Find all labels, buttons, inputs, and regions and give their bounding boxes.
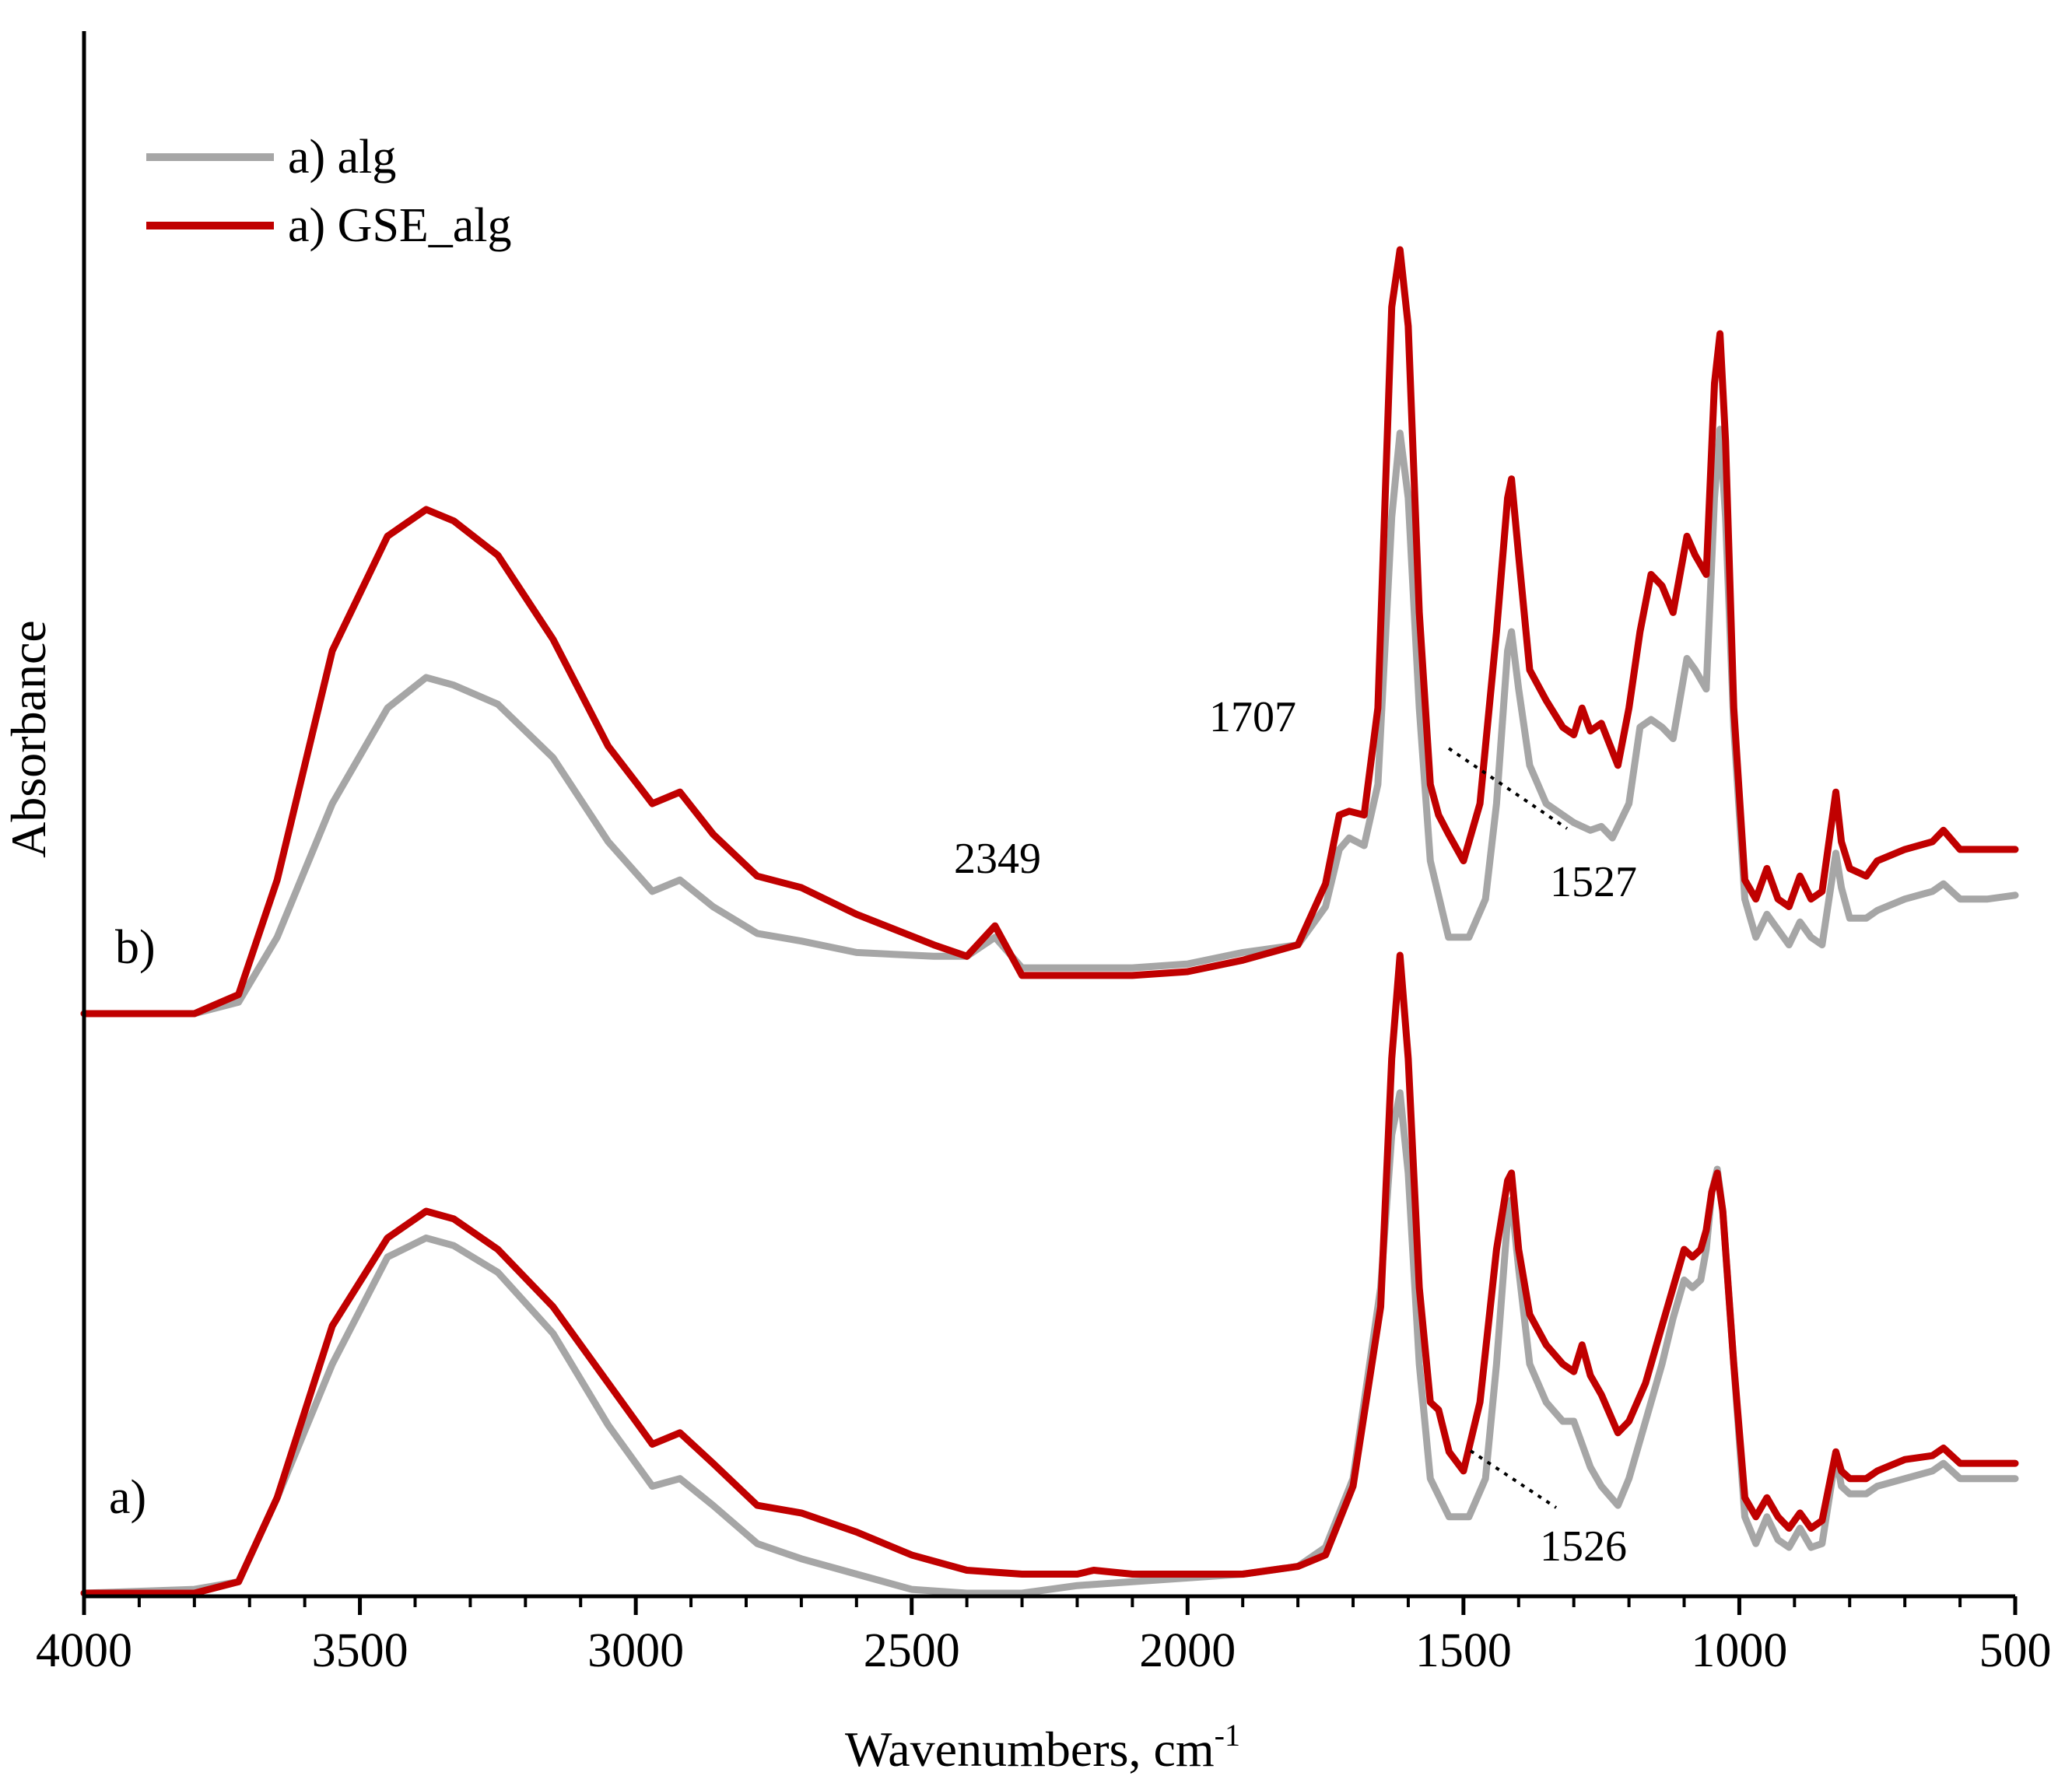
x-tick-label-2000: 2000	[1139, 1624, 1236, 1677]
series-line-alg-panel-b	[80, 426, 2019, 1018]
legend: a) alg a) GSE_alg	[146, 131, 512, 252]
x-tick-label-4000: 4000	[36, 1624, 132, 1677]
annotation-leader-1527	[1447, 747, 1569, 830]
x-tick-label-500: 500	[1979, 1624, 2052, 1677]
series-line-alg-panel-a	[80, 1089, 2019, 1597]
y-axis-title: Absorbance	[1, 620, 56, 858]
panel-label-a: a)	[109, 1471, 146, 1524]
plot-series-layer	[80, 246, 2019, 1597]
annotation-leader-1526	[1469, 1449, 1558, 1509]
panel-label-b: b)	[115, 921, 156, 974]
x-tick-label-1500: 1500	[1415, 1624, 1512, 1677]
x-axis-title-superscript: -1	[1215, 1718, 1240, 1753]
series-line-gse-alg-panel-a	[80, 951, 2019, 1597]
x-axis-title-text: Wavenumbers, cm	[845, 1722, 1215, 1776]
annotation-1707: 1707	[1209, 693, 1296, 741]
annotation-2349: 2349	[954, 835, 1041, 883]
x-axis-title: Wavenumbers, cm-1	[845, 1718, 1240, 1776]
x-ticks: 4000 3500 3000 2500 2000 1500 1000 500	[36, 1596, 2052, 1677]
series-line-gse-alg-panel-b	[80, 246, 2019, 1018]
annotation-1526: 1526	[1540, 1522, 1627, 1571]
x-tick-label-3000: 3000	[587, 1624, 684, 1677]
x-tick-label-1000: 1000	[1691, 1624, 1787, 1677]
x-tick-label-3500: 3500	[312, 1624, 408, 1677]
x-tick-label-2500: 2500	[864, 1624, 960, 1677]
legend-label-alg: a) alg	[288, 131, 396, 184]
annotation-1527: 1527	[1550, 858, 1637, 906]
legend-label-gse-alg: a) GSE_alg	[288, 199, 512, 252]
